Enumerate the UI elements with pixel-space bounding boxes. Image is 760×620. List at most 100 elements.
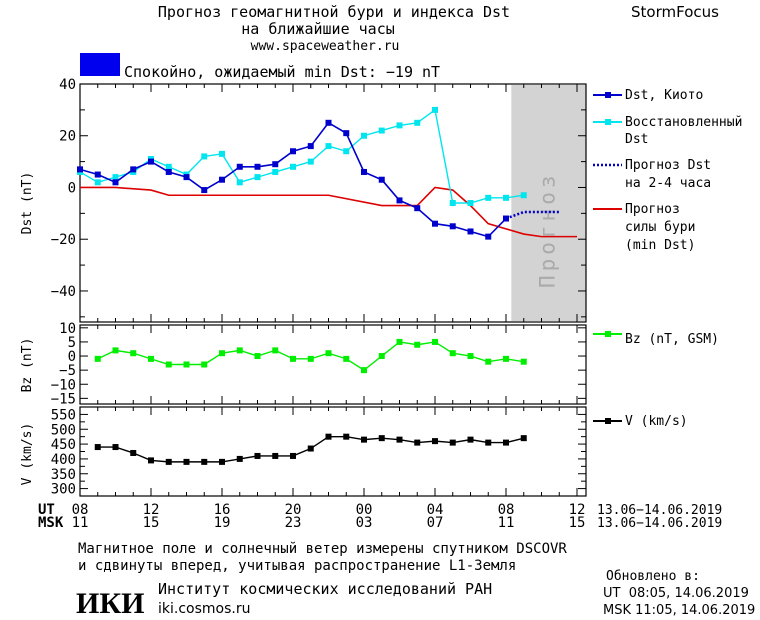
bz-point [183,361,190,368]
ut-tick-label: 04 [427,502,444,518]
institute-site[interactable]: iki.cosmos.ru [158,601,250,617]
restored-dst-point [361,132,367,139]
bz-point [485,358,492,365]
v-ylabel: V (km/s) [20,423,35,486]
v-ytick-label: 400 [51,452,76,468]
bz-point [503,355,509,362]
dst-kyoto-point [219,176,225,183]
speed-point [485,439,492,446]
speed-point [165,458,172,465]
msk-tick-label: 11 [72,515,89,531]
legend-forecast-dst-text2: на 2-4 часа [625,176,711,191]
bz-point [520,358,527,365]
dst-kyoto-point [165,168,172,175]
dst-ytick-label: −20 [51,232,76,248]
speed-point [503,439,509,446]
dst-kyoto-point [414,205,421,212]
ut-tick-label: 08 [72,502,89,518]
updated-msk: MSK 11:05, 14.06.2019 [603,603,755,618]
forecast-label: Прогноз [535,171,559,288]
bz-ytick-label: −5 [59,363,76,379]
dst-kyoto-line [79,121,507,238]
speed-point [130,449,137,456]
footer-note-line1: Магнитное поле и солнечный ветер измерен… [78,541,567,557]
bz-point [449,350,456,357]
bz-point [396,338,403,345]
dst-kyoto-point [254,163,261,170]
dst-kyoto-point [467,228,474,235]
restored-dst-point [485,194,492,201]
speed-point [219,458,225,465]
bz-point [165,361,172,368]
svg-text:Прогноз: Прогноз [535,171,559,288]
speed-point [378,435,385,442]
dst-kyoto-point [201,187,208,194]
legend-dst-kyoto-text: Dst, Киото [625,88,703,103]
speed-point [290,452,296,459]
legend-storm-text3: (min Dst) [625,238,695,253]
status-swatch [80,53,120,76]
msk-tick-label: 15 [569,515,586,531]
dst-kyoto-point [343,130,350,137]
dst-ylabel: Dst (nT) [20,172,35,235]
restored-dst-point [343,148,350,155]
bz-point [254,353,261,360]
x-tick-labels: 08 12 16 20 00 04 08 12 11 15 19 23 03 07 11 15 [72,502,586,531]
bz-point [201,361,208,368]
restored-dst-point [201,153,208,160]
restored-dst-point [165,163,172,170]
v-panel-frame [79,406,587,497]
bz-point [272,347,279,354]
plot-lines [77,106,577,465]
ut-tick-label: 00 [356,502,373,518]
updated-label: Обновлено в: [606,569,700,584]
legend-restored-text1: Восстановленный [625,115,742,130]
legend: Dst, Киото Восстановленный Dst Прогноз D… [593,88,742,429]
site-url[interactable]: www.spaceweather.ru [251,39,400,54]
bz-ytick-label: 0 [68,349,76,365]
speed-point [449,439,456,446]
legend-v-text: V (km/s) [625,414,688,429]
msk-tick-label: 23 [285,515,302,531]
ut-tick-label: 20 [285,502,302,518]
dst-forecast-line [505,210,560,220]
restored-dst-point [272,168,279,175]
v-ytick-label: 350 [51,467,76,483]
v-ytick-label: 550 [51,407,76,423]
status-text: Спокойно, ожидаемый min Dst: −19 nT [124,63,440,81]
speed-point [307,445,314,452]
institute-name: Институт космических исследований РАН [158,580,492,598]
speed-point [414,439,421,446]
bz-point [467,353,474,360]
dst-kyoto-point [272,161,279,168]
ut-tick-label: 08 [498,502,515,518]
restored-dst-point [396,122,403,129]
speed-point [112,444,119,451]
restored-dst-point [449,200,456,206]
iki-logo: ИКИ [76,587,144,620]
dst-forecast-band [511,85,586,321]
bz-ylabel: Bz (nT) [20,338,35,393]
dst-ytick-label: −40 [51,284,76,300]
speed-point [396,436,403,443]
bz-point [219,350,225,357]
v-ytick-label: 300 [51,482,76,498]
speed-point [183,458,190,465]
dst-kyoto-point [183,174,190,181]
bz-point [290,355,296,362]
footer-note-line2: и сдвинуты вперед, учитывая распростране… [78,558,516,574]
speed-point [201,458,208,465]
speed-point [520,435,527,442]
dst-kyoto-point [77,166,83,173]
legend-bz-text: Bz (nT, GSM) [625,332,719,347]
speed-point [467,436,474,443]
axis-ticks: 40200−20−401050−5−10−1555050045040035030… [51,77,586,498]
ut-date-range: 13.06−14.06.2019 [597,503,722,518]
speed-point [254,452,261,459]
legend-restored-marker [605,119,611,125]
speed-point [272,452,279,459]
legend-storm-text1: Прогноз [625,202,680,217]
dst-kyoto-point [94,171,101,178]
v-ytick-label: 450 [51,437,76,453]
